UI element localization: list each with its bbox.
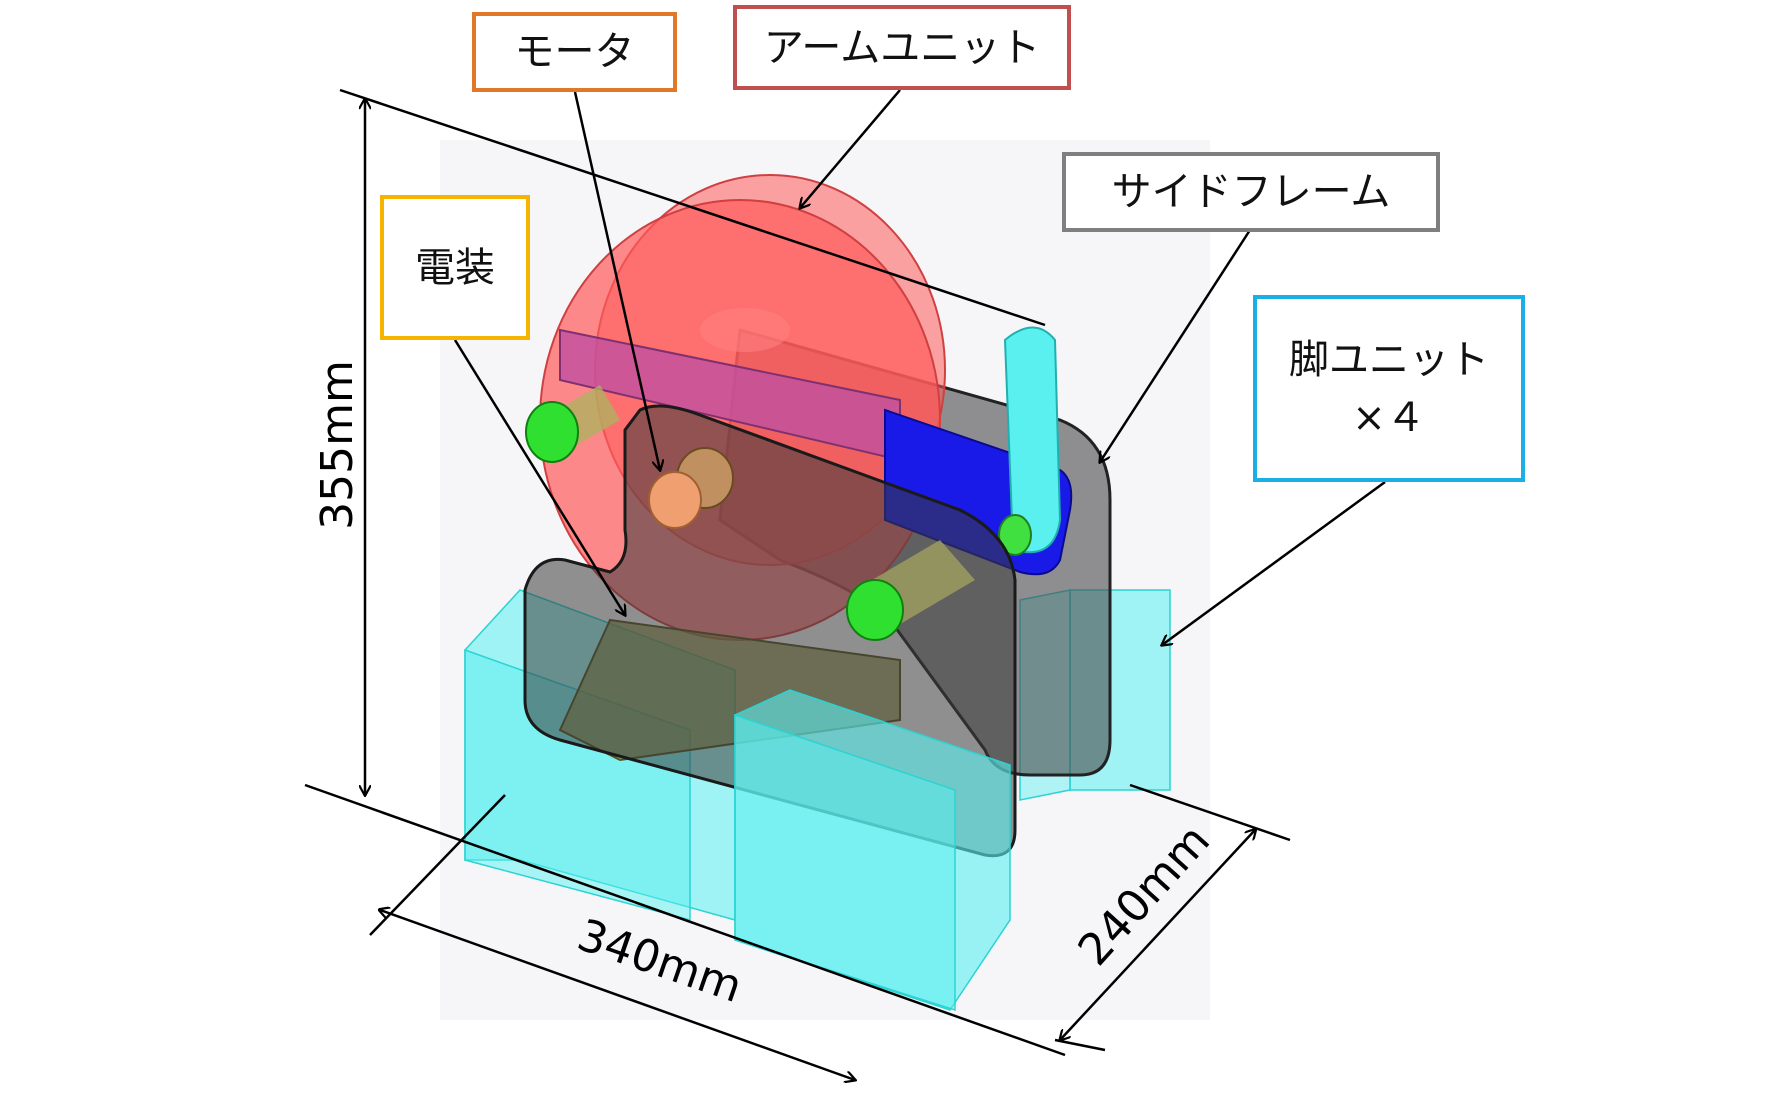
leader-electrical (453, 339, 625, 615)
shaft-lower (846, 540, 975, 641)
dimension-height: 355mm (312, 88, 1046, 795)
label-electrical-text: 電装 (415, 244, 495, 291)
motor (648, 447, 734, 529)
label-arm-unit: アームユニット (733, 5, 1071, 90)
label-leg-unit: 脚ユニット ×４ (1253, 295, 1525, 482)
label-motor: モータ (472, 12, 677, 92)
leader-leg-unit (1162, 480, 1386, 645)
label-motor-text: モータ (514, 29, 635, 75)
leader-motor (573, 91, 660, 470)
label-leg-unit-text: 脚ユニット (1289, 336, 1489, 383)
lever-pin (998, 514, 1032, 556)
label-arm-unit-text: アームユニット (763, 24, 1041, 71)
label-electrical: 電装 (380, 195, 530, 340)
label-side-frame-text: サイドフレーム (1111, 169, 1391, 215)
label-leg-unit-count: ×４ (1352, 394, 1426, 441)
leader-arm-unit (800, 89, 901, 208)
leader-side-frame (1100, 229, 1252, 462)
shaft-upper-left (525, 385, 620, 463)
dimension-height-label: 355mm (312, 360, 363, 530)
label-side-frame: サイドフレーム (1062, 152, 1440, 232)
